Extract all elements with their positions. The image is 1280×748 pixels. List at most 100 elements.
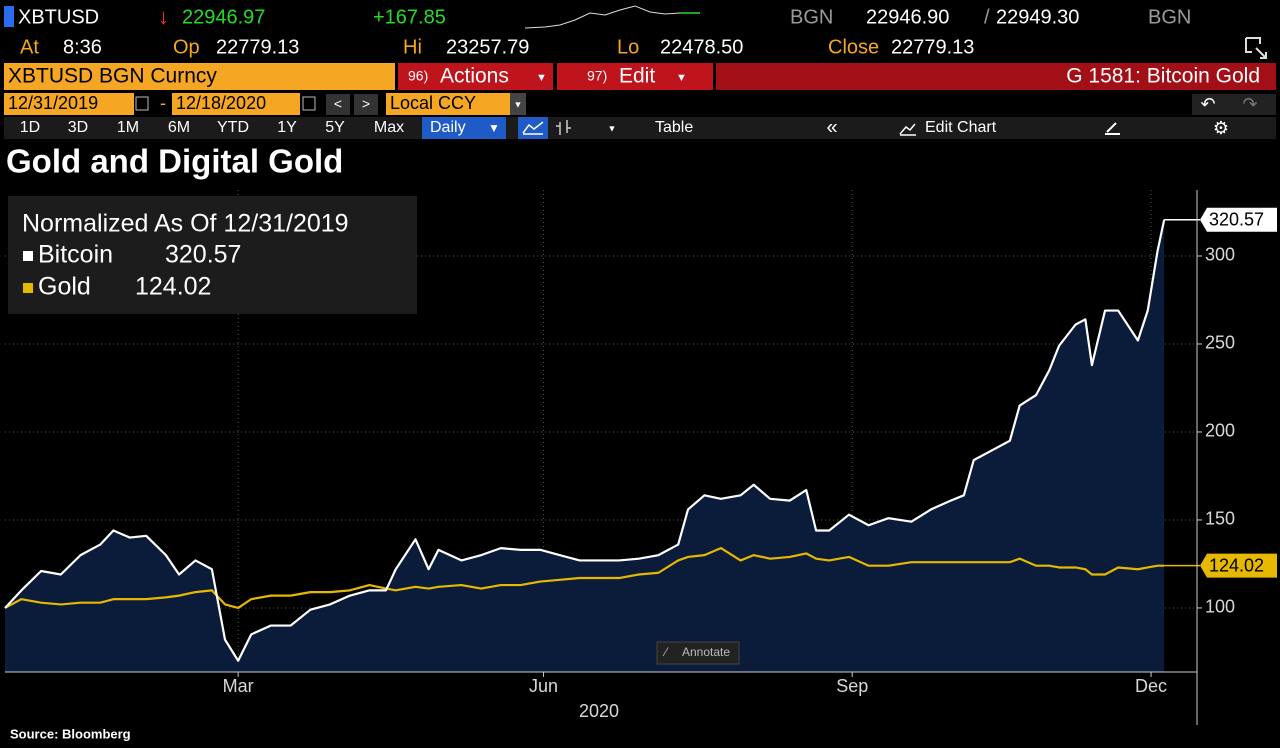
table[interactable]: Table	[655, 119, 693, 136]
end-date-box[interactable]	[172, 93, 300, 115]
x-tick-label: Jun	[529, 676, 558, 696]
annotate-icon: ⁄	[662, 645, 669, 659]
x-tick-label: Mar	[223, 676, 254, 696]
legend-swatch	[23, 251, 33, 261]
start-date-box[interactable]	[4, 93, 134, 115]
ticker: XBTUSD	[18, 6, 99, 28]
last-price: 22946.97	[182, 6, 265, 28]
high: 23257.79	[446, 36, 529, 58]
line-icon	[522, 121, 544, 135]
period-button[interactable]: 1Y	[277, 119, 297, 136]
last-value-tag	[1200, 553, 1277, 578]
next-icon: >	[362, 96, 370, 112]
legend-value: 124.02	[135, 273, 211, 301]
undo[interactable]: ↶	[1200, 94, 1215, 114]
frequency-button[interactable]	[422, 117, 506, 139]
low: 22478.50	[660, 36, 743, 58]
direction: ↓	[158, 4, 169, 29]
source-note: Source: Bloomberg	[10, 726, 131, 741]
sparkline	[524, 5, 700, 29]
high-label: Hi	[403, 36, 422, 58]
last-value-tag	[1200, 207, 1277, 232]
type-caret[interactable]: ▼	[608, 123, 617, 133]
close: 22779.13	[891, 36, 974, 58]
security-box[interactable]	[4, 63, 395, 90]
ask: 22949.30	[996, 6, 1079, 28]
next-button[interactable]	[354, 94, 378, 115]
actions-button[interactable]	[398, 63, 553, 90]
annotate: Annotate	[682, 645, 730, 659]
source: BGN	[790, 6, 833, 28]
series-line	[4, 547, 1165, 610]
legend-name: Gold	[38, 273, 91, 301]
y-tick-label: 250	[1205, 333, 1235, 353]
legend-value: 320.57	[165, 241, 241, 269]
edit-button[interactable]	[557, 63, 713, 90]
edit-number: 97)	[587, 68, 607, 84]
frequency-caret: ▼	[488, 121, 500, 135]
edit: Edit	[619, 65, 655, 88]
period-button[interactable]: 3D	[68, 119, 88, 136]
actions: Actions	[440, 65, 509, 88]
at-time: 8:36	[63, 36, 102, 58]
expand-icon[interactable]	[1245, 37, 1267, 59]
actions-number: 96)	[408, 68, 428, 84]
edit-chart[interactable]: Edit Chart	[925, 119, 997, 136]
plot: 100 150 200 250 300 Mar Jun Sep Dec 2020 320.57 124…	[4, 190, 1277, 725]
area	[5, 219, 1165, 672]
currency-box[interactable]	[386, 93, 510, 115]
bar-icon[interactable]	[556, 120, 571, 135]
collapse-icon[interactable]: «	[826, 116, 837, 138]
currency-dropdown[interactable]	[510, 93, 526, 115]
y-tick-label: 150	[1205, 509, 1235, 529]
y-tick-label: 300	[1205, 245, 1235, 265]
undo-redo	[1192, 94, 1276, 115]
period-button[interactable]: YTD	[217, 119, 249, 136]
currency: Local CCY	[390, 93, 476, 113]
legend-name: Bitcoin	[38, 241, 113, 269]
y-tick-label: 200	[1205, 421, 1235, 441]
open-label: Op	[173, 36, 200, 58]
frequency: Daily	[430, 119, 466, 136]
at-label: At	[20, 36, 39, 58]
end-date: 12/18/2020	[176, 93, 266, 113]
security: XBTUSD BGN Curncy	[8, 65, 217, 88]
x-axis-label: 2020	[579, 701, 619, 721]
bid: 22946.90	[866, 6, 949, 28]
period-bar	[4, 117, 1276, 139]
series-line	[4, 219, 1166, 662]
open: 22779.13	[216, 36, 299, 58]
periods: 1D 3D 1M 6M YTD 1Y 5Y Max	[20, 119, 404, 136]
low-label: Lo	[617, 36, 639, 58]
annotate-button[interactable]	[656, 641, 740, 665]
legend-entries: Bitcoin 320.57 Gold 124.02	[23, 241, 241, 301]
source-right: BGN	[1148, 6, 1191, 28]
draw-icon[interactable]	[1105, 122, 1120, 135]
edit-caret: ▼	[676, 72, 687, 84]
separator: /	[984, 6, 990, 28]
x-tick-label: Sep	[836, 676, 868, 696]
calendar-icon[interactable]	[135, 96, 149, 111]
change: +167.85	[373, 6, 446, 28]
dropdown-caret: ▼	[514, 99, 523, 109]
settings-icon[interactable]: ⚙	[1213, 118, 1229, 138]
period-button[interactable]: 5Y	[325, 119, 345, 136]
y-tick-label: 100	[1205, 597, 1235, 617]
legend-title: Normalized As Of 12/31/2019	[22, 210, 349, 238]
period-button[interactable]: 1M	[117, 119, 139, 136]
close-label: Close	[828, 36, 879, 58]
period-button[interactable]: 1D	[20, 119, 40, 136]
period-button[interactable]: Max	[374, 119, 404, 136]
redo[interactable]: ↷	[1242, 94, 1257, 114]
prev-button[interactable]	[326, 94, 350, 115]
function: G 1581: Bitcoin Gold	[1066, 65, 1260, 88]
calendar-icon[interactable]	[302, 96, 316, 111]
legend	[8, 196, 417, 314]
edit-chart-icon	[899, 123, 916, 136]
x-tick-label: Dec	[1135, 676, 1167, 696]
function-bar	[716, 63, 1276, 90]
date-separator: -	[160, 93, 166, 113]
period-button[interactable]: 6M	[168, 119, 190, 136]
last-value-label: 320.57	[1209, 210, 1264, 230]
